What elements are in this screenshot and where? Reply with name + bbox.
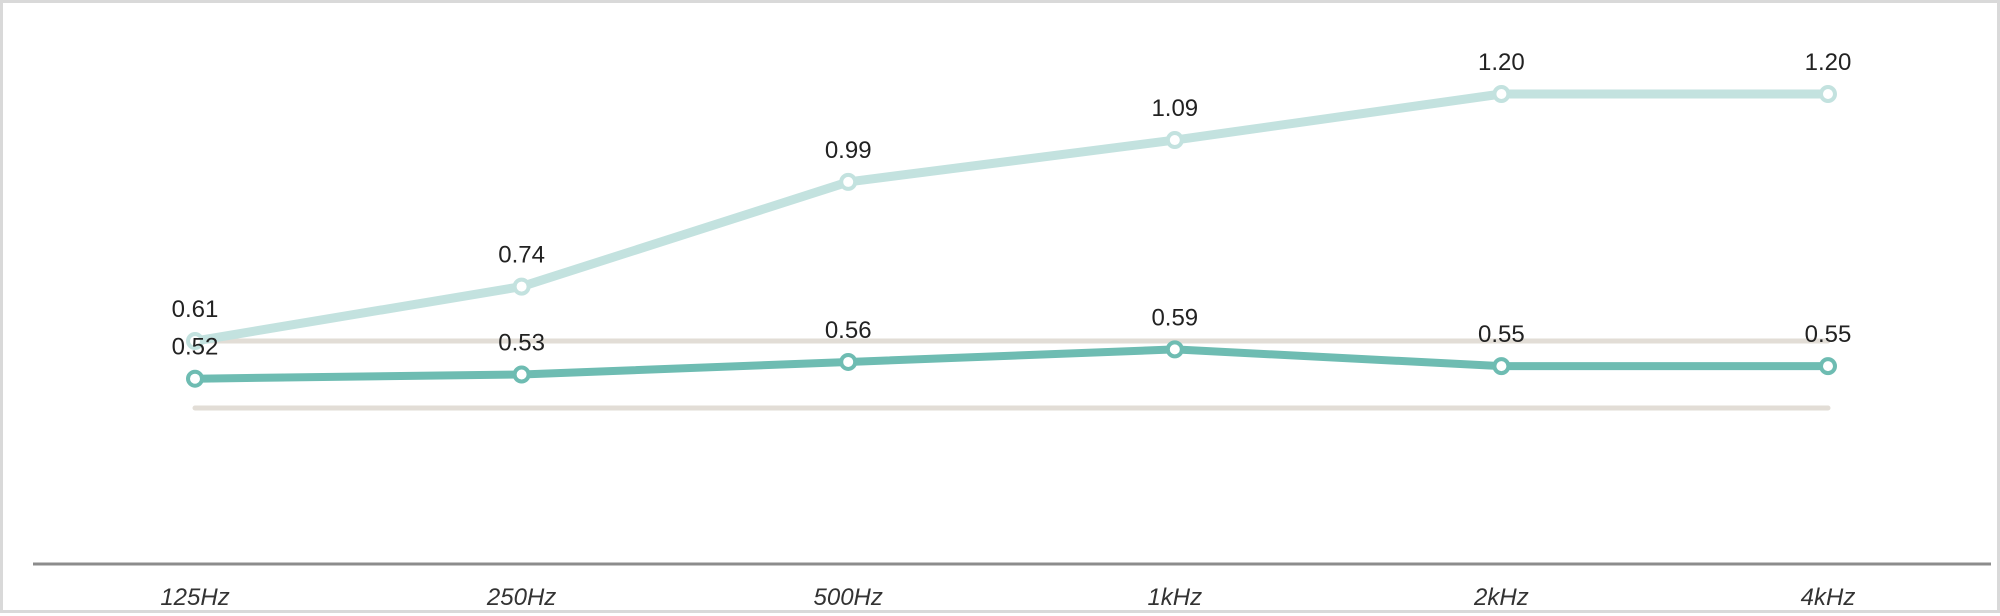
- series-2-point-4: [1165, 340, 1184, 359]
- series-1-data-label-1: 0.61: [172, 296, 219, 323]
- series-1-data-label-3: 0.99: [825, 137, 872, 164]
- x-tick-labels: 125Hz 250Hz 500Hz 1kHz 2kHz 4kHz: [160, 584, 1855, 611]
- series-1-point-5: [1492, 85, 1511, 103]
- series-1-point-1: [186, 332, 204, 351]
- series-1-point-3: [839, 172, 858, 191]
- series-2-data-label-6: 0.55: [1805, 321, 1852, 348]
- x-tick-label-6: 4kHz: [1801, 584, 1856, 611]
- series-2-data-label-5: 0.55: [1478, 321, 1525, 348]
- series-1-point-2: [512, 277, 531, 296]
- data-labels: 0.61 0.74 0.99 1.09 1.20 1.20 0.52 0.53 0.56 0.59…: [172, 49, 1852, 361]
- series-group: [186, 85, 1837, 388]
- series-2-data-label-2: 0.53: [498, 330, 545, 357]
- series-1-data-label-5: 1.20: [1478, 49, 1525, 76]
- x-tick-label-4: 1kHz: [1147, 584, 1202, 611]
- series-1-point-4: [1165, 131, 1184, 150]
- reference-lines: [192, 338, 1831, 411]
- series-2-point-1: [186, 369, 204, 388]
- series-2-data-label-3: 0.56: [825, 317, 872, 344]
- x-tick-label-5: 2kHz: [1473, 584, 1529, 611]
- series-1-data-label-2: 0.74: [498, 242, 545, 269]
- series-2-point-5: [1492, 357, 1511, 376]
- x-tick-label-3: 500Hz: [814, 584, 883, 611]
- series-2-point-2: [512, 365, 531, 384]
- x-tick-label-1: 125Hz: [160, 584, 229, 611]
- series-1-data-label-4: 1.09: [1151, 95, 1198, 122]
- line-chart: 0.61 0.74 0.99 1.09 1.20 1.20 0.52 0.53 0.56 0.59…: [33, 49, 1991, 611]
- series-2-line: [191, 345, 1832, 383]
- x-tick-label-2: 250Hz: [486, 584, 556, 611]
- series-2-point-3: [839, 352, 858, 371]
- series-2-point-6: [1819, 357, 1837, 376]
- series-2-data-label-1: 0.52: [172, 334, 219, 361]
- series-2-data-label-4: 0.59: [1151, 304, 1198, 331]
- series-1-data-label-6: 1.20: [1805, 49, 1852, 76]
- series-1-line: [190, 89, 1833, 346]
- series-1-point-6: [1819, 85, 1837, 103]
